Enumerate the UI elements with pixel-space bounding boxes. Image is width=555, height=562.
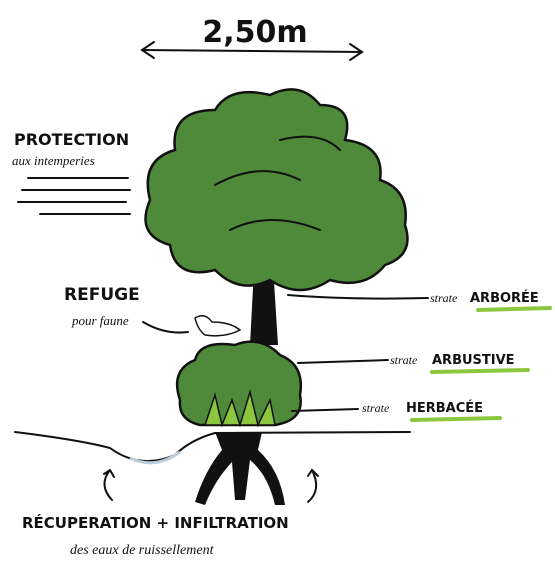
layer-prefix: strate <box>430 291 458 305</box>
bird <box>195 316 240 336</box>
protection-title: PROTECTION <box>14 130 129 149</box>
roots <box>195 432 285 505</box>
illustration: 2,50m PROTECTION aux intemperies REFUGE … <box>0 0 555 562</box>
wind-lines <box>18 178 130 214</box>
shrub <box>177 342 301 425</box>
layer-underline <box>478 308 550 310</box>
layer-label: HERBACÉE <box>406 400 483 416</box>
protection-subtitle: aux intemperies <box>12 153 95 168</box>
layer-underline <box>432 370 528 372</box>
water-subtitle: des eaux de ruissellement <box>70 543 215 558</box>
layer-prefix: strate <box>362 401 390 415</box>
ground <box>15 432 410 461</box>
refuge-subtitle: pour faune <box>71 313 129 328</box>
layer-label: ARBORÉE <box>470 290 539 306</box>
canopy <box>146 89 408 290</box>
layer-prefix: strate <box>390 353 418 367</box>
dimension-label: 2,50m <box>202 15 307 50</box>
refuge-pointer <box>143 322 188 333</box>
refuge-title: REFUGE <box>64 285 140 305</box>
layer-underline <box>412 418 500 420</box>
layer-label: ARBUSTIVE <box>432 353 515 368</box>
water <box>130 452 180 463</box>
water-title: RÉCUPERATION + INFILTRATION <box>22 513 289 532</box>
